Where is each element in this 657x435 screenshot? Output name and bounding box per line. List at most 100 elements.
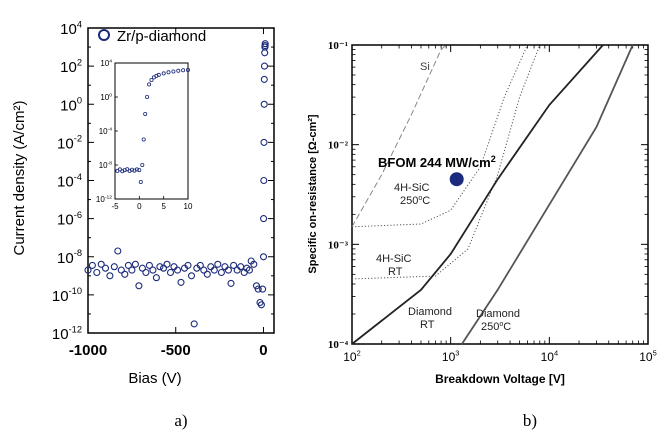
inset-y-tick-label: 10-4 bbox=[99, 126, 113, 136]
panel-a-data-point bbox=[260, 75, 268, 83]
panel-a-data-point bbox=[260, 100, 268, 108]
panel-b-x-tick-label: 105 bbox=[639, 349, 657, 364]
panel-b-y-tick-label: 10⁻⁴ bbox=[328, 339, 349, 351]
panel-a-x-tick-labels: -1000 -500 0 bbox=[69, 342, 268, 359]
panel-a-data-point bbox=[145, 261, 153, 269]
panel-a-data-point bbox=[173, 266, 182, 274]
label-diamond-rt-line2: RT bbox=[420, 319, 435, 331]
panel-b-ticks bbox=[351, 44, 649, 345]
panel-a-data-points bbox=[84, 40, 269, 328]
series-line-diamond-rt bbox=[351, 44, 604, 345]
inset-data-point bbox=[145, 95, 150, 100]
inset-x-tick-label: -5 bbox=[111, 202, 119, 211]
panel-a-data-point bbox=[260, 62, 269, 70]
inset-frame bbox=[114, 62, 189, 200]
panel-a-data-point bbox=[163, 260, 171, 268]
chart-panel-b: 10⁻⁴10⁻³10⁻²10⁻¹ 102 103 104 105 Si 4H-SiC … bbox=[307, 40, 657, 430]
inset-data-point bbox=[181, 68, 186, 73]
panel-a-data-point bbox=[184, 261, 192, 269]
inset-data-point bbox=[134, 167, 139, 172]
panel-a-data-point bbox=[114, 247, 122, 255]
panel-b-x-tick-labels: 102 103 104 105 bbox=[343, 349, 657, 364]
panel-a-data-point bbox=[97, 260, 105, 268]
panel-b-series-lines bbox=[351, 44, 634, 345]
panel-a-y-tick-label: 10-6 bbox=[57, 210, 82, 229]
inset-x-tick-label: 0 bbox=[137, 202, 142, 211]
inset-data-point bbox=[161, 71, 166, 76]
panel-a-data-point bbox=[101, 264, 110, 272]
panel-a-data-point bbox=[106, 272, 114, 280]
panel-b-y-tick-labels: 10⁻⁴ 10⁻³ 10⁻² 10⁻¹ bbox=[328, 40, 349, 351]
panel-a-y-tick-label: 10-10 bbox=[52, 286, 82, 305]
inset-data-points bbox=[115, 68, 190, 184]
inset-y-tick-label: 10-12 bbox=[96, 194, 112, 204]
series-line-diamond-250-c bbox=[461, 44, 634, 345]
panel-a-data-point bbox=[128, 266, 136, 274]
panel-a-data-point bbox=[261, 49, 269, 57]
panel-a-data-point bbox=[257, 301, 265, 309]
panel-a-data-point bbox=[170, 263, 178, 271]
panel-a-data-point bbox=[142, 268, 150, 277]
panel-a-y-tick-labels: 104 102 100 10-2 10-4 10-6 10-8 10-10 10-12 bbox=[52, 19, 82, 343]
panel-a-data-point bbox=[245, 266, 253, 274]
panel-a-data-point bbox=[196, 261, 204, 269]
panel-a-data-point bbox=[166, 268, 175, 277]
inset-data-point bbox=[143, 112, 148, 117]
panel-a-data-point bbox=[214, 260, 222, 268]
legend-label: Zr/p-diamond bbox=[117, 28, 206, 45]
panel-a-data-point bbox=[88, 261, 96, 269]
inset-x-tick-label: 10 bbox=[184, 202, 193, 211]
panel-a-label: a) bbox=[174, 411, 187, 430]
panel-a-data-point bbox=[230, 261, 238, 269]
panel-a-data-point bbox=[152, 274, 160, 282]
bfom-annotation: BFOM 244 MW/cm2 bbox=[378, 154, 496, 170]
panel-a-data-point bbox=[190, 320, 198, 328]
panel-a-data-point bbox=[217, 268, 225, 277]
panel-a-x-tick-label: -1000 bbox=[69, 342, 107, 359]
panel-a-x-tick-label: 0 bbox=[259, 342, 267, 359]
panel-a-data-point bbox=[159, 264, 168, 272]
label-diamond-rt-line1: Diamond bbox=[408, 306, 452, 318]
panel-a-data-point bbox=[260, 176, 268, 185]
inset-y-tick-label: 10-8 bbox=[99, 160, 113, 170]
panel-a-data-point bbox=[177, 278, 185, 286]
panel-a-x-axis-title: Bias (V) bbox=[128, 370, 181, 387]
inset-x-tick-labels: -5 0 5 10 bbox=[111, 202, 193, 211]
panel-a-data-point bbox=[237, 263, 245, 271]
inset-data-point bbox=[171, 69, 176, 74]
panel-a-data-point bbox=[149, 266, 157, 274]
panel-a-y-tick-label: 10-8 bbox=[57, 248, 82, 267]
label-sic-rt-line1: 4H-SiC bbox=[376, 253, 412, 265]
inset-y-tick-labels: 104 100 10-4 10-8 10-12 bbox=[96, 58, 112, 204]
inset-ticks bbox=[114, 62, 189, 200]
label-sic-rt-line2: RT bbox=[388, 266, 403, 278]
panel-a-data-point bbox=[227, 279, 235, 287]
panel-a-y-tick-label: 104 bbox=[60, 19, 82, 38]
panel-a-data-point bbox=[131, 260, 139, 268]
panel-a-data-point bbox=[156, 263, 164, 271]
panel-a-data-point bbox=[221, 263, 229, 271]
inset-data-point bbox=[147, 82, 152, 87]
panel-a-data-point bbox=[260, 138, 268, 146]
panel-a-data-point bbox=[117, 266, 125, 274]
inset-y-tick-label: 104 bbox=[100, 58, 112, 68]
panel-a-data-point bbox=[203, 270, 211, 278]
inset-data-point bbox=[156, 72, 161, 77]
panel-b-y-tick-label: 10⁻¹ bbox=[328, 40, 348, 52]
panel-a-data-point bbox=[93, 268, 101, 277]
panel-b-y-tick-label: 10⁻³ bbox=[328, 239, 349, 251]
legend-marker-icon bbox=[98, 29, 110, 41]
panel-a-ticks bbox=[87, 27, 274, 334]
panel-a-data-point bbox=[210, 266, 218, 274]
panel-a-data-point bbox=[233, 266, 241, 274]
inset-data-point bbox=[117, 167, 122, 172]
panel-b-y-axis-title: Specific on-resistance [Ω-cm²] bbox=[307, 114, 319, 274]
panel-a-data-point bbox=[121, 270, 129, 278]
inset-data-point bbox=[149, 78, 154, 83]
panel-a-data-point bbox=[110, 263, 118, 271]
inset-y-tick-label: 100 bbox=[100, 92, 112, 102]
label-sic-250c-line2: 250oC bbox=[400, 195, 430, 207]
panel-b-x-tick-label: 103 bbox=[442, 349, 460, 364]
inset-data-point bbox=[141, 137, 146, 142]
